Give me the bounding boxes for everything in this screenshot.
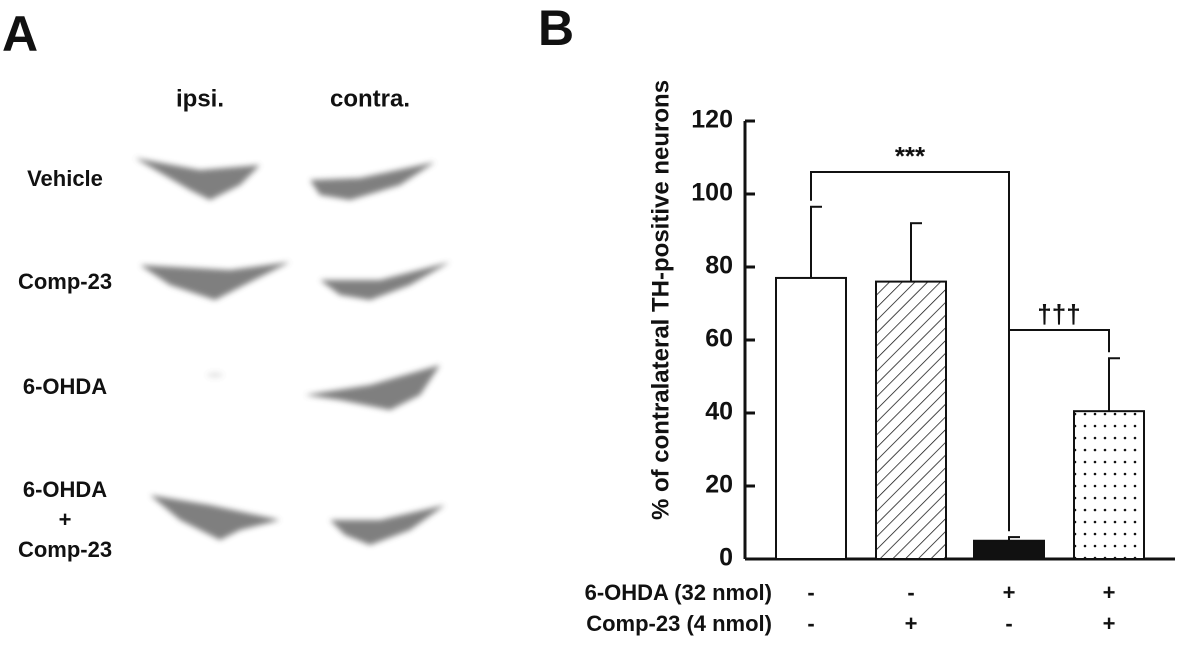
treatment-sign: - <box>907 580 914 605</box>
y-tick-label: 80 <box>705 252 733 280</box>
treatment-name: 6-OHDA (32 nmol) <box>585 580 772 605</box>
row-label: 6-OHDA <box>23 374 107 399</box>
treatment-sign: + <box>1103 580 1116 605</box>
row-label: Vehicle <box>27 166 103 191</box>
y-tick-label: 20 <box>705 471 733 499</box>
panel-b: B % of contralateral TH-positive neurons <box>538 0 674 520</box>
panel-label: A <box>2 6 38 62</box>
treatment-sign: + <box>1103 611 1116 636</box>
significance-label: *** <box>895 141 926 171</box>
y-tick-label: 0 <box>719 544 733 572</box>
y-tick-label: 100 <box>691 179 733 207</box>
treatment-name: Comp-23 (4 nmol) <box>586 611 772 636</box>
bar <box>1073 410 1145 560</box>
column-header: ipsi. <box>176 85 224 112</box>
column-header: contra. <box>330 85 410 112</box>
bar <box>775 276 847 560</box>
treatment-sign: - <box>807 580 814 605</box>
bar <box>875 280 947 560</box>
row-label: + <box>59 507 72 532</box>
y-tick-label: 60 <box>705 325 733 353</box>
treatment-sign: + <box>1003 580 1016 605</box>
treatment-sign: + <box>905 611 918 636</box>
y-axis-label: % of contralateral TH-positive neurons <box>647 80 674 520</box>
row-label: 6-OHDA <box>23 477 107 502</box>
row-label: Comp-23 <box>18 537 112 562</box>
treatment-sign: - <box>1005 611 1012 636</box>
significance-label: ††† <box>1037 299 1080 329</box>
bar <box>973 539 1045 560</box>
row-label: Comp-23 <box>18 269 112 294</box>
panel-label: B <box>538 0 574 56</box>
y-tick-label: 40 <box>705 398 733 426</box>
micrographs <box>135 158 450 545</box>
y-tick-label: 120 <box>691 106 733 134</box>
treatment-sign: - <box>807 611 814 636</box>
significance-bracket <box>1008 329 1110 532</box>
panel-a: A <box>2 6 450 545</box>
